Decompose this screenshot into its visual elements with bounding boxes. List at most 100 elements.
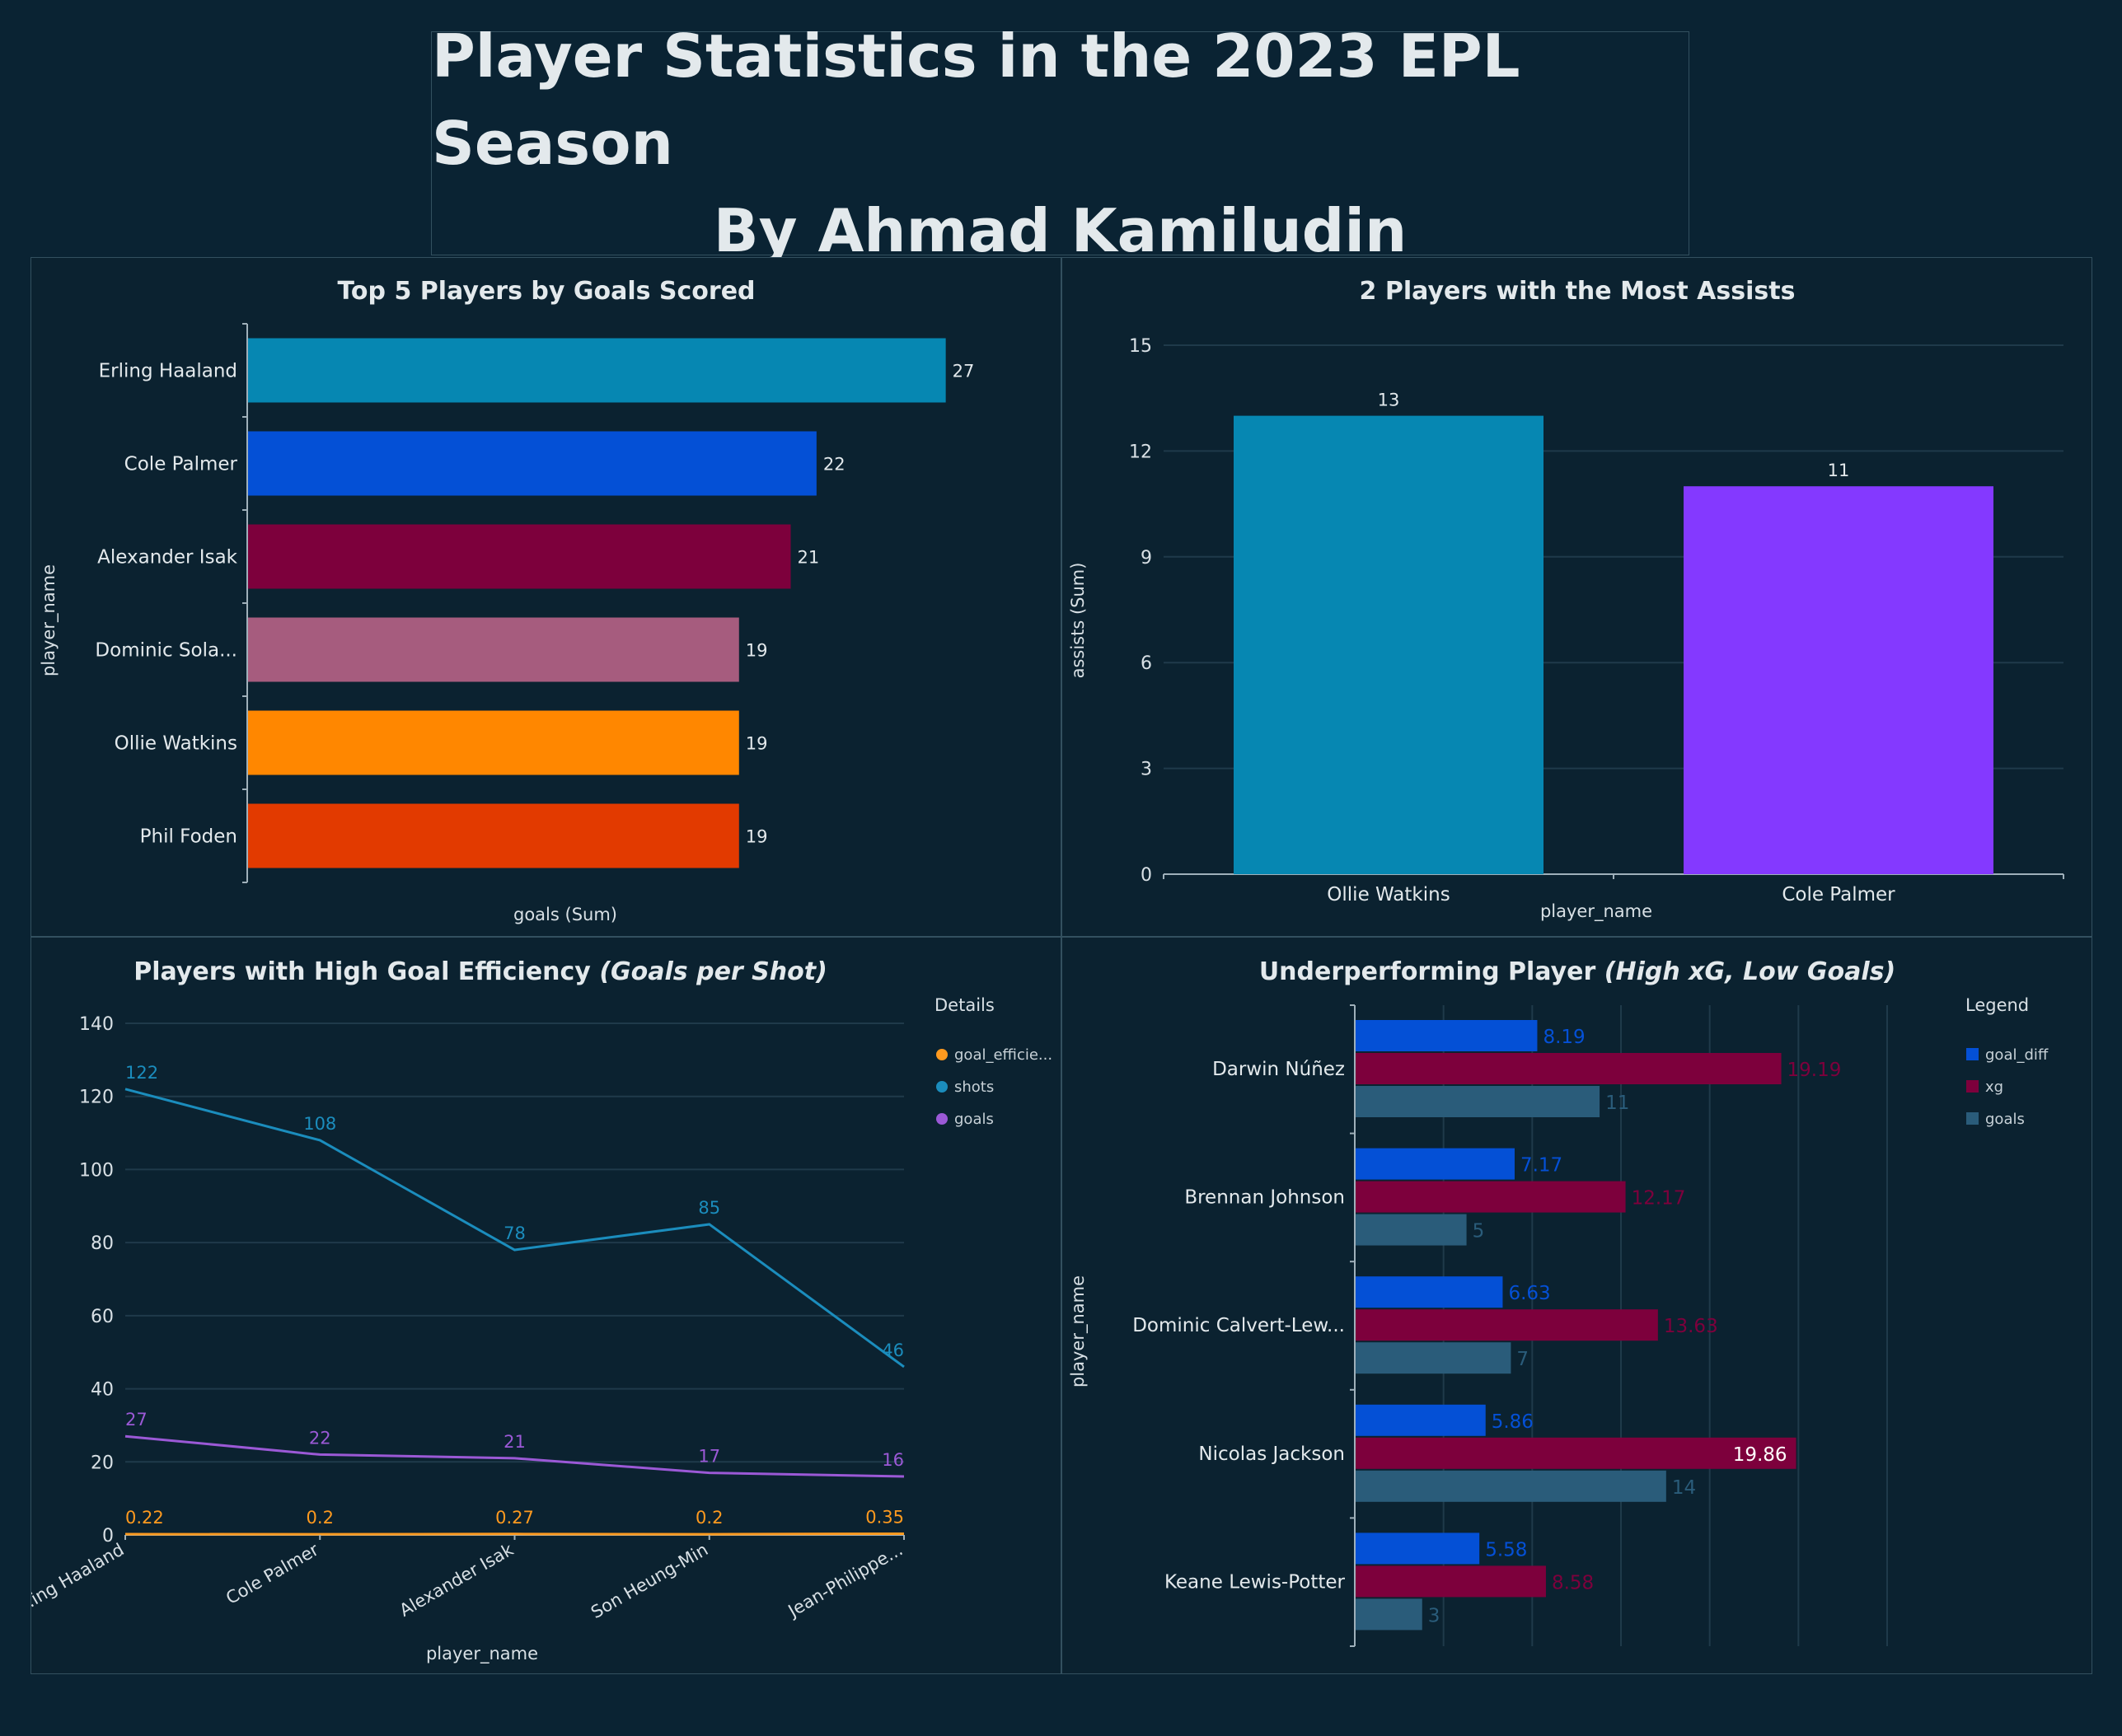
category-label: Cole Palmer — [223, 1539, 322, 1608]
category-label: Phil Foden — [140, 826, 237, 848]
data-label: 19.19 — [1787, 1060, 1842, 1081]
y-tick-label: 0 — [1141, 865, 1152, 886]
y-tick-label: 120 — [79, 1088, 114, 1108]
bar-xg — [1356, 1053, 1782, 1084]
y-tick-label: 6 — [1141, 653, 1152, 674]
data-label: 19 — [746, 827, 768, 847]
bar-xg — [1356, 1309, 1658, 1341]
bar-goals — [1356, 1470, 1666, 1502]
data-label: 5.58 — [1485, 1539, 1527, 1561]
x-axis-title: player_name — [1540, 901, 1652, 922]
y-tick-label: 0 — [102, 1526, 114, 1546]
data-label: 5 — [1473, 1221, 1485, 1242]
category-label: Jean-Philippe... — [784, 1540, 906, 1622]
bar — [248, 803, 739, 868]
data-label: 7 — [1516, 1349, 1529, 1370]
data-label: 13 — [1378, 391, 1400, 410]
data-label: 19 — [746, 641, 768, 661]
bar-goals — [1356, 1342, 1511, 1374]
y-tick-label: 12 — [1129, 442, 1152, 462]
category-label: Dominic Sola... — [95, 640, 237, 662]
top-goals-chart: Top 5 Players by Goals Scored Erling Haal… — [39, 277, 975, 924]
legend-title: Legend — [1965, 995, 2029, 1015]
category-label: Alexander Isak — [97, 547, 238, 569]
bar — [248, 524, 791, 589]
bar-goals — [1356, 1598, 1422, 1631]
legend-item: xg — [1985, 1079, 2003, 1096]
data-label: 17 — [698, 1447, 720, 1467]
data-label: 0.2 — [307, 1508, 334, 1528]
data-label: 12.17 — [1632, 1188, 1686, 1210]
bar-xg — [1356, 1181, 1626, 1213]
data-label: 16 — [882, 1450, 904, 1470]
bar-goals — [1356, 1214, 1467, 1246]
data-label: 8.19 — [1543, 1027, 1585, 1048]
data-label: 22 — [309, 1428, 331, 1448]
legend-marker — [1966, 1048, 1979, 1060]
data-label: 27 — [125, 1410, 148, 1430]
data-label: 0.2 — [696, 1508, 723, 1528]
y-tick-label: 80 — [91, 1233, 114, 1254]
data-label: 8.58 — [1552, 1572, 1594, 1593]
panel-most-assists[interactable]: 2 Players with the Most Assists 0 3 6 9 12 15 1… — [1061, 257, 2092, 937]
y-tick-label: 40 — [91, 1380, 114, 1401]
series-line-shots — [124, 1088, 905, 1369]
category-label: Dominic Calvert-Lew... — [1132, 1315, 1345, 1336]
bar — [248, 710, 739, 775]
bar-xg — [1356, 1565, 1546, 1598]
category-label: Cole Palmer — [124, 454, 238, 475]
category-label: Erling Haaland — [99, 361, 237, 382]
data-label: 19.86 — [1733, 1444, 1787, 1466]
legend-marker — [936, 1049, 948, 1060]
data-label: 13.63 — [1664, 1316, 1718, 1337]
data-label: 0.35 — [865, 1507, 904, 1527]
data-label: 19 — [746, 734, 768, 754]
dashboard-author: By Ahmad Kamiludin — [713, 196, 1408, 265]
legend-title: Details — [935, 995, 995, 1015]
data-label: 5.86 — [1492, 1411, 1534, 1433]
legend-item: shots — [954, 1079, 994, 1096]
legend-marker — [936, 1081, 948, 1093]
legend-item: goal_efficie... — [954, 1046, 1052, 1064]
y-tick-label: 15 — [1129, 336, 1152, 357]
bar — [248, 617, 739, 682]
data-label: 21 — [798, 548, 820, 568]
data-label: 122 — [125, 1063, 158, 1083]
y-tick-label: 140 — [79, 1014, 114, 1035]
y-tick-label: 20 — [91, 1453, 114, 1473]
underperforming-chart: Underperforming Player (High xG, Low Goa… — [1068, 957, 2049, 1647]
chart-title: Underperforming Player (High xG, Low Goa… — [1259, 957, 1895, 986]
y-axis-title: player_name — [1068, 1275, 1089, 1387]
x-axis-title: goals (Sum) — [513, 905, 617, 924]
chart-title: Players with High Goal Efficiency (Goals… — [134, 957, 827, 986]
y-tick-label: 60 — [91, 1307, 114, 1327]
x-axis-title: player_name — [426, 1644, 538, 1664]
data-label: 14 — [1672, 1477, 1696, 1499]
bar-xg — [1356, 1437, 1796, 1469]
category-label: Alexander Isak — [396, 1539, 518, 1621]
panel-underperforming[interactable]: Underperforming Player (High xG, Low Goa… — [1061, 937, 2092, 1674]
chart-title: 2 Players with the Most Assists — [1360, 277, 1796, 306]
data-label: 85 — [698, 1198, 720, 1218]
category-label: .ing Haaland — [31, 1540, 128, 1612]
series-line-goals — [124, 1434, 905, 1478]
dashboard-title-box: Player Statistics in the 2023 EPL Season… — [431, 21, 1689, 265]
data-label: 27 — [953, 362, 975, 381]
legend-item: goals — [1985, 1111, 2025, 1128]
bar — [1684, 486, 1993, 874]
chart-title: Top 5 Players by Goals Scored — [337, 277, 755, 306]
bar — [248, 431, 817, 496]
data-label: 0.27 — [495, 1508, 534, 1528]
data-label: 21 — [504, 1432, 526, 1452]
panel-goal-efficiency[interactable]: Players with High Goal Efficiency (Goals… — [30, 937, 1061, 1674]
y-tick-label: 3 — [1141, 760, 1152, 780]
dashboard-title: Player Statistics in the 2023 EPL Season — [432, 21, 1520, 178]
data-label: 108 — [303, 1114, 336, 1134]
legend-marker — [936, 1113, 948, 1125]
most-assists-chart: 2 Players with the Most Assists 0 3 6 9 12 15 1… — [1068, 277, 2064, 922]
data-label: 22 — [823, 455, 846, 475]
goal-efficiency-chart: Players with High Goal Efficiency (Goals… — [31, 957, 1052, 1664]
panel-top-goals[interactable]: Top 5 Players by Goals Scored Erling Haal… — [30, 257, 1061, 937]
y-axis-title: player_name — [39, 564, 59, 676]
bar-goal_diff — [1356, 1276, 1503, 1308]
